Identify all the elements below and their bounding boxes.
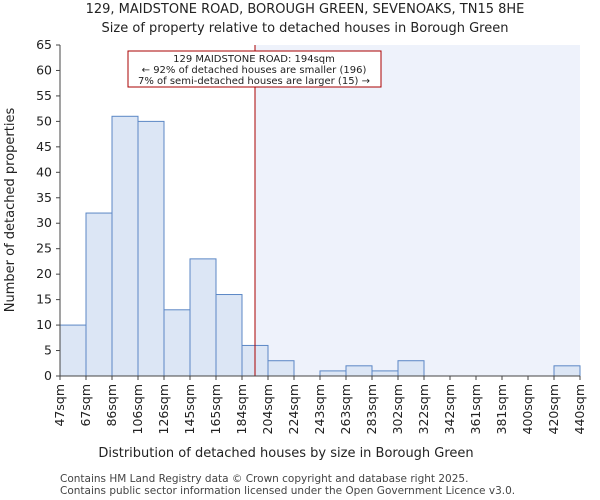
y-axis-label: Number of detached properties <box>3 108 18 313</box>
y-tick-label: 25 <box>36 241 52 256</box>
y-tick-label: 40 <box>36 164 52 179</box>
x-tick-label: 440sqm <box>572 384 587 434</box>
annotation-line-2: ← 92% of detached houses are smaller (19… <box>142 65 367 76</box>
annotation-line-3: 7% of semi-detached houses are larger (1… <box>138 76 370 87</box>
bar-420sqm <box>553 365 581 377</box>
x-tick-label: 224sqm <box>286 384 301 434</box>
bar-243sqm <box>319 370 347 377</box>
x-tick-label: 67sqm <box>78 384 93 427</box>
footer-line-1: Contains HM Land Registry data © Crown c… <box>60 473 468 485</box>
y-tick-label: 10 <box>36 317 52 332</box>
bar-165sqm <box>215 294 243 377</box>
y-tick-label: 35 <box>36 190 52 205</box>
chart-subtitle: Size of property relative to detached ho… <box>102 21 509 36</box>
larger-properties-shaded-region <box>255 45 580 376</box>
bar-283sqm <box>371 370 399 377</box>
y-tick-label: 20 <box>36 266 52 281</box>
x-tick-label: 145sqm <box>182 384 197 434</box>
y-ticks-group: 0 5 10 15 20 25 30 35 40 45 50 55 60 65 <box>36 37 60 383</box>
bar-204sqm <box>267 360 295 377</box>
y-tick-label: 30 <box>36 215 52 230</box>
bar-145sqm <box>189 258 217 377</box>
x-ticks-group: 47sqm 67sqm 86sqm 106sqm 126sqm 145sqm 165sqm 1… <box>52 376 587 434</box>
x-tick-label: 263sqm <box>338 384 353 434</box>
x-tick-label: 165sqm <box>208 384 223 434</box>
annotation-box <box>127 50 382 88</box>
bar-302sqm <box>397 360 425 377</box>
x-axis-label: Distribution of detached houses by size … <box>98 446 473 461</box>
bar-67sqm <box>85 212 113 377</box>
x-tick-label: 184sqm <box>234 384 249 434</box>
y-tick-label: 0 <box>44 368 52 383</box>
x-tick-label: 342sqm <box>442 384 457 434</box>
y-tick-label: 55 <box>36 88 52 103</box>
bars-group <box>59 115 581 377</box>
x-tick-label: 400sqm <box>520 384 535 434</box>
x-tick-label: 283sqm <box>364 384 379 434</box>
x-tick-label: 204sqm <box>260 384 275 434</box>
bar-47sqm <box>59 324 87 377</box>
x-tick-label: 47sqm <box>52 384 67 427</box>
y-tick-label: 65 <box>36 37 52 52</box>
y-tick-label: 15 <box>36 292 52 307</box>
footer-line-2: Contains public sector information licen… <box>60 485 515 497</box>
x-tick-label: 86sqm <box>104 384 119 427</box>
bar-86sqm <box>111 115 139 377</box>
bar-106sqm <box>137 120 165 377</box>
x-tick-label: 361sqm <box>468 384 483 434</box>
x-tick-label: 302sqm <box>390 384 405 434</box>
chart-title: 129, MAIDSTONE ROAD, BOROUGH GREEN, SEVE… <box>86 2 525 17</box>
y-tick-label: 45 <box>36 139 52 154</box>
x-tick-label: 322sqm <box>416 384 431 434</box>
x-tick-label: 126sqm <box>156 384 171 434</box>
bar-263sqm <box>345 365 373 377</box>
bar-126sqm <box>163 309 191 377</box>
x-tick-label: 420sqm <box>546 384 561 434</box>
y-tick-label: 5 <box>44 343 52 358</box>
y-tick-label: 50 <box>36 113 52 128</box>
x-tick-label: 106sqm <box>130 384 145 434</box>
y-tick-label: 60 <box>36 62 52 77</box>
x-tick-label: 381sqm <box>494 384 509 434</box>
annotation-line-1: 129 MAIDSTONE ROAD: 194sqm <box>173 54 335 65</box>
x-tick-label: 243sqm <box>312 384 327 434</box>
